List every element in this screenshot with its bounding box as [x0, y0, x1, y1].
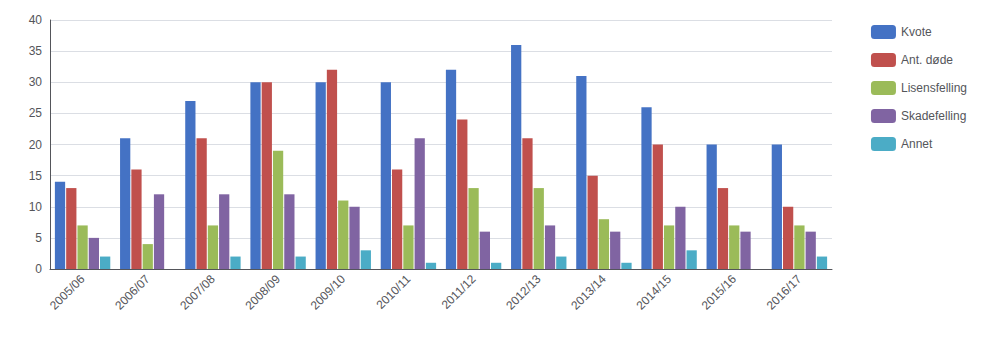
svg-text:2010/11: 2010/11 — [373, 272, 413, 312]
svg-text:15: 15 — [29, 169, 43, 183]
svg-text:Annet: Annet — [901, 137, 933, 151]
svg-text:10: 10 — [29, 200, 43, 214]
svg-text:2014/15: 2014/15 — [633, 272, 674, 313]
svg-text:Lisensfelling: Lisensfelling — [901, 81, 967, 95]
svg-text:25: 25 — [29, 106, 43, 120]
svg-text:Skadefelling: Skadefelling — [901, 109, 966, 123]
svg-text:2008/09: 2008/09 — [242, 272, 283, 313]
svg-text:2007/08: 2007/08 — [177, 272, 218, 313]
svg-text:2012/13: 2012/13 — [503, 272, 544, 313]
svg-text:40: 40 — [29, 13, 43, 27]
svg-text:30: 30 — [29, 75, 43, 89]
svg-text:20: 20 — [29, 138, 43, 152]
svg-text:2006/07: 2006/07 — [112, 272, 153, 313]
svg-text:2013/14: 2013/14 — [568, 272, 609, 313]
svg-text:2011/12: 2011/12 — [439, 272, 479, 312]
svg-text:Kvote: Kvote — [901, 25, 932, 39]
svg-text:Ant. døde: Ant. døde — [901, 53, 953, 67]
svg-text:0: 0 — [35, 262, 42, 276]
svg-text:2016/17: 2016/17 — [764, 272, 805, 313]
svg-text:2009/10: 2009/10 — [308, 272, 349, 313]
svg-text:5: 5 — [35, 231, 42, 245]
svg-text:2005/06: 2005/06 — [47, 272, 88, 313]
svg-text:35: 35 — [29, 44, 43, 58]
svg-text:2015/16: 2015/16 — [699, 272, 740, 313]
